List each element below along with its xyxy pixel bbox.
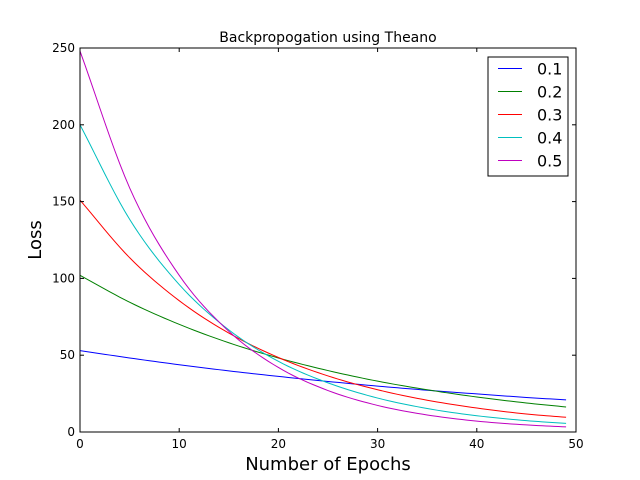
legend: 0.1 0.2 0.3 0.4 0.5 bbox=[487, 56, 569, 177]
series-line-0.2 bbox=[79, 274, 567, 408]
series-line-0.4 bbox=[79, 124, 567, 424]
legend-label: 0.2 bbox=[537, 83, 562, 102]
y-tick-label: 150 bbox=[52, 195, 75, 209]
y-tick-label: 100 bbox=[52, 271, 75, 285]
series-line-0.5 bbox=[79, 50, 567, 428]
series-line-0.1 bbox=[79, 350, 567, 401]
x-tick-label: 10 bbox=[172, 437, 187, 451]
chart-title: Backpropogation using Theano bbox=[219, 30, 436, 46]
y-tick-label: 250 bbox=[52, 41, 75, 55]
y-tick-label: 0 bbox=[67, 425, 75, 439]
y-tick-label: 50 bbox=[60, 348, 75, 362]
plot-frame bbox=[79, 47, 577, 433]
legend-label: 0.4 bbox=[537, 129, 562, 148]
series-line-0.3 bbox=[79, 199, 567, 418]
x-tick-label: 30 bbox=[370, 437, 385, 451]
y-tick-label: 200 bbox=[52, 118, 75, 132]
plot-lines bbox=[79, 50, 567, 428]
legend-box bbox=[487, 56, 569, 177]
legend-label: 0.1 bbox=[537, 60, 562, 79]
x-tick-label: 0 bbox=[76, 437, 84, 451]
legend-label: 0.5 bbox=[537, 152, 562, 171]
y-axis-label: Loss bbox=[25, 220, 46, 259]
x-tick-label: 50 bbox=[568, 437, 583, 451]
x-tick-label: 40 bbox=[469, 437, 484, 451]
y-axis: 0 50 100 150 200 250 bbox=[52, 41, 576, 439]
x-tick-label: 20 bbox=[271, 437, 286, 451]
x-axis: 0 10 20 30 40 50 bbox=[76, 48, 584, 451]
x-axis-label: Number of Epochs bbox=[245, 454, 411, 475]
legend-label: 0.3 bbox=[537, 106, 562, 125]
